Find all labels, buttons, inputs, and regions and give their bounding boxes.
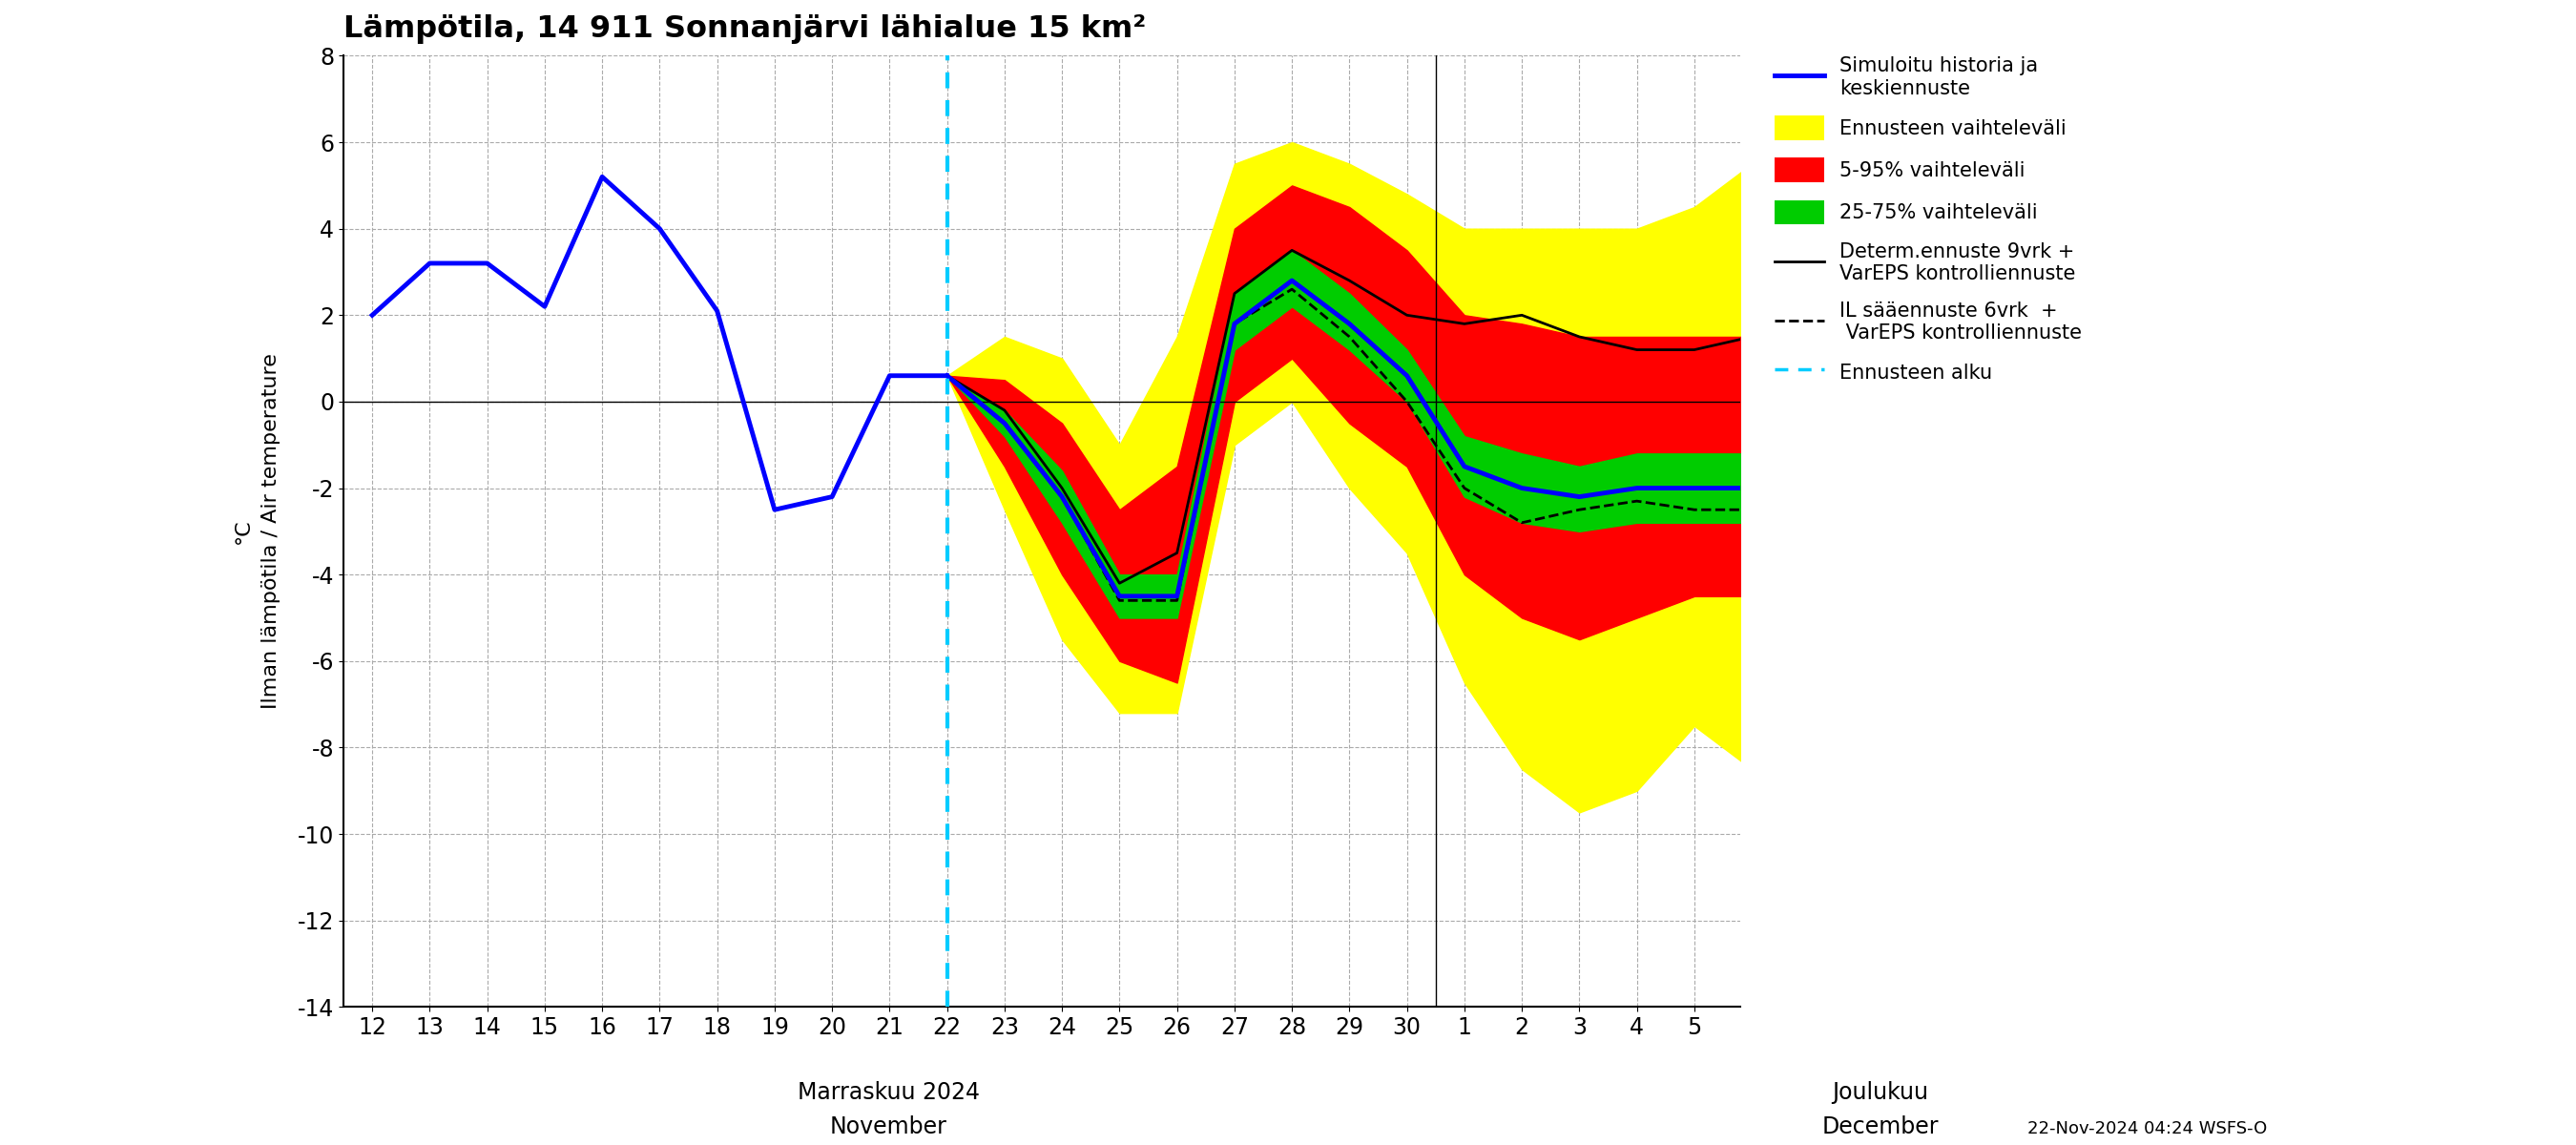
Text: November: November <box>829 1115 948 1138</box>
Text: Marraskuu 2024: Marraskuu 2024 <box>799 1081 979 1104</box>
Text: 22-Nov-2024 04:24 WSFS-O: 22-Nov-2024 04:24 WSFS-O <box>2027 1120 2267 1137</box>
Text: Ilman lämpötila / Air temperature: Ilman lämpötila / Air temperature <box>263 354 281 709</box>
Text: °C: °C <box>234 519 252 544</box>
Text: Lämpötila, 14 911 Sonnanjärvi lähialue 15 km²: Lämpötila, 14 911 Sonnanjärvi lähialue 1… <box>343 14 1146 44</box>
Legend: Simuloitu historia ja
keskiennuste, Ennusteen vaihteleväli, 5-95% vaihteleväli, : Simuloitu historia ja keskiennuste, Ennu… <box>1765 47 2092 395</box>
Text: Joulukuu: Joulukuu <box>1832 1081 1929 1104</box>
Text: December: December <box>1821 1115 1940 1138</box>
